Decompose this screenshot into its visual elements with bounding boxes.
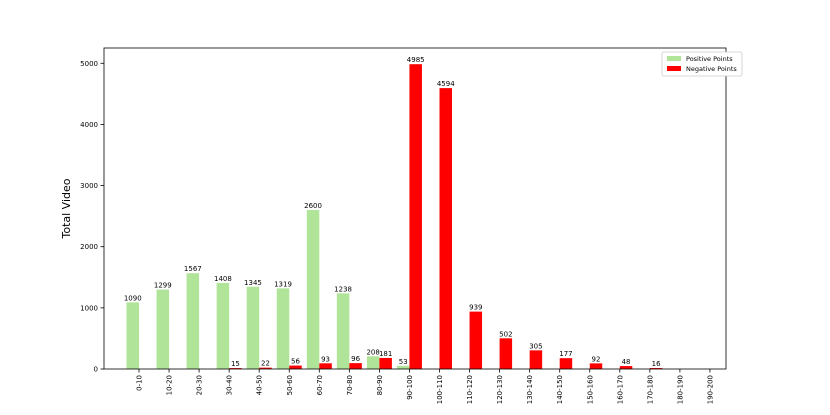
x-tick-label: 60-70: [316, 375, 324, 395]
x-tick-label: 180-190: [676, 375, 684, 404]
legend-label: Negative Points: [686, 65, 737, 73]
positive-bar-80-90: [366, 356, 380, 369]
negative-bar-40-50: [259, 367, 272, 369]
negative-value-label-160-170: 48: [622, 358, 631, 366]
negative-bar-30-40: [229, 368, 242, 369]
x-tick-label: 80-90: [376, 375, 384, 395]
positive-value-label-70-80: 1238: [334, 285, 352, 293]
positive-bar-50-60: [276, 288, 290, 369]
bars-layer: [126, 64, 663, 370]
positive-value-label-60-70: 2600: [304, 202, 322, 210]
y-tick-label: 2000: [80, 243, 98, 251]
legend-swatch: [667, 66, 681, 71]
negative-bar-170-180: [649, 368, 663, 369]
positive-value-label-50-60: 1319: [274, 280, 292, 288]
y-tick-label: 4000: [80, 121, 98, 129]
y-tick-label: 0: [94, 366, 98, 374]
positive-value-label-40-50: 1345: [244, 279, 262, 287]
positive-bar-0-10: [126, 302, 139, 369]
negative-bar-50-60: [289, 365, 302, 369]
x-tick-label: 100-110: [436, 375, 444, 404]
positive-bar-20-30: [186, 273, 200, 369]
x-tick-label: 20-30: [196, 375, 204, 395]
positive-bar-70-80: [336, 293, 350, 369]
y-tick-label: 3000: [80, 182, 98, 190]
x-tick-label: 30-40: [226, 375, 234, 395]
negative-value-label-170-180: 16: [652, 360, 661, 368]
positive-bar-60-70: [306, 210, 320, 369]
negative-bar-100-110: [439, 88, 452, 369]
y-tick-label: 5000: [80, 60, 98, 68]
positive-value-label-10-20: 1299: [154, 282, 172, 290]
positive-bar-30-40: [216, 282, 230, 369]
x-axis: 0-10 10-20 20-30 30-40 40-50 50-60 60-70 70-80 8…: [136, 369, 714, 404]
x-tick-label: 170-180: [646, 375, 654, 404]
negative-value-label-140-150: 177: [559, 350, 572, 358]
positive-bar-40-50: [246, 286, 260, 369]
negative-bar-130-140: [529, 350, 543, 369]
negative-value-label-110-120: 939: [469, 304, 482, 312]
x-tick-label: 160-170: [616, 375, 624, 404]
x-tick-label: 50-60: [286, 375, 294, 395]
y-axis: 0 1000 2000 3000 4000 5000: [80, 60, 104, 374]
y-axis-title: Total Video: [60, 178, 73, 239]
plot-frame: [103, 47, 727, 370]
negative-bar-110-120: [469, 311, 483, 369]
negative-bar-90-100: [409, 64, 422, 370]
negative-value-label-50-60: 56: [291, 358, 300, 366]
negative-value-label-60-70: 93: [321, 355, 330, 363]
negative-value-label-90-100: 4985: [407, 56, 425, 64]
negative-value-label-150-160: 92: [592, 355, 601, 363]
negative-value-label-30-40: 15: [231, 360, 240, 368]
legend-label: Positive Points: [686, 55, 733, 63]
x-tick-label: 190-200: [706, 375, 714, 404]
positive-value-label-20-30: 1567: [184, 265, 202, 273]
x-tick-label: 120-130: [496, 375, 504, 404]
negative-value-label-120-130: 502: [499, 330, 512, 338]
negative-value-label-80-90: 181: [379, 350, 392, 358]
x-tick-label: 70-80: [346, 375, 354, 395]
legend: Positive Points Negative Points: [661, 51, 743, 77]
positive-value-label-30-40: 1408: [214, 275, 232, 283]
positive-value-label-90-100: 53: [399, 358, 408, 366]
x-tick-label: 90-100: [406, 375, 414, 400]
legend-swatch: [667, 56, 681, 61]
x-tick-label: 130-140: [526, 375, 534, 404]
x-tick-label: 40-50: [256, 375, 264, 395]
positive-value-label-80-90: 208: [366, 348, 379, 356]
x-tick-label: 10-20: [166, 375, 174, 395]
x-tick-label: 110-120: [466, 375, 474, 404]
negative-value-label-100-110: 4594: [437, 80, 455, 88]
positive-bar-90-100: [396, 365, 410, 369]
negative-bar-140-150: [559, 358, 573, 369]
positive-value-label-0-10: 1090: [124, 294, 142, 302]
negative-value-label-130-140: 305: [529, 342, 542, 350]
negative-bar-60-70: [319, 363, 332, 369]
negative-bar-70-80: [349, 363, 362, 369]
legend-box: [661, 51, 743, 77]
x-tick-label: 150-160: [586, 375, 594, 404]
negative-value-label-70-80: 96: [351, 355, 360, 363]
negative-bar-120-130: [499, 338, 513, 369]
y-tick-label: 1000: [80, 304, 98, 312]
x-tick-label: 140-150: [556, 375, 564, 404]
negative-value-label-40-50: 22: [261, 360, 270, 368]
x-tick-label: 0-10: [136, 375, 144, 391]
positive-bar-10-20: [156, 289, 170, 369]
negative-bar-150-160: [589, 363, 603, 369]
negative-bar-160-170: [619, 366, 633, 369]
negative-bar-80-90: [379, 357, 392, 369]
data-labels-layer: 1090 1299 1567 1408 1345 1319 2600 1238 208 53 15 2…: [124, 56, 661, 368]
